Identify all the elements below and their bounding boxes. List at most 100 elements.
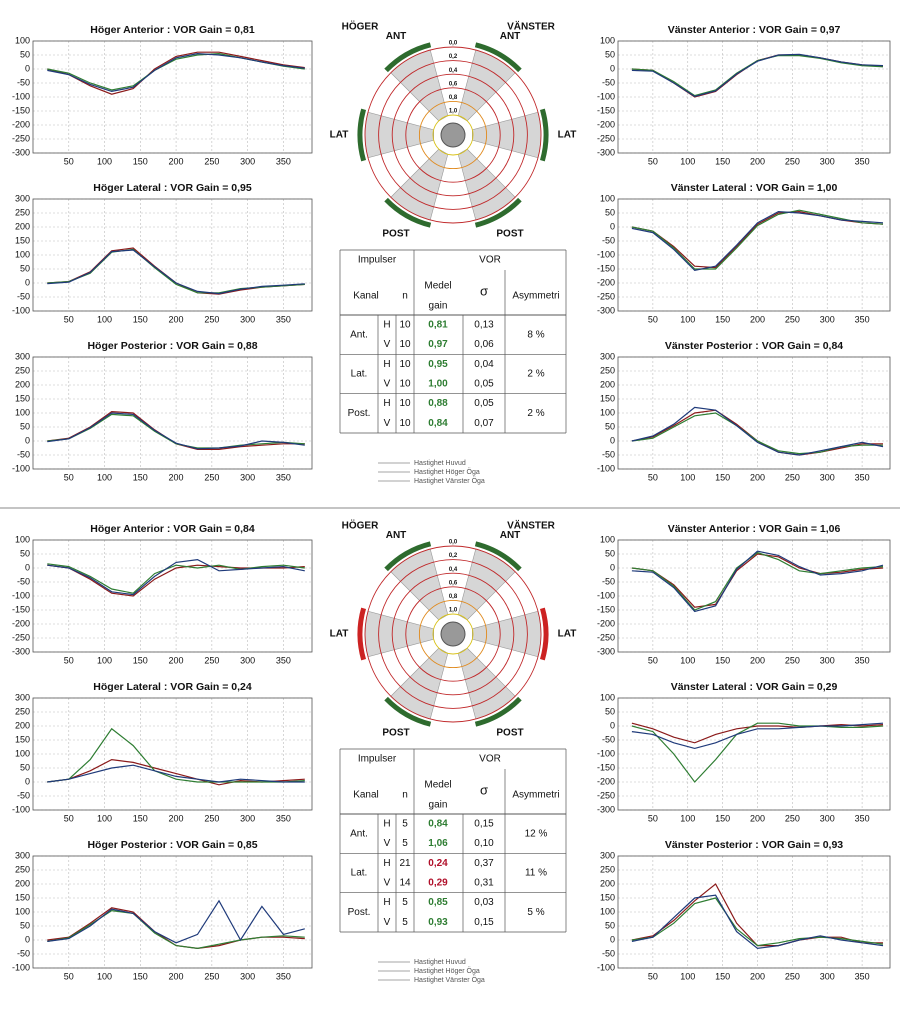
y-tick-label: -100 (597, 463, 615, 473)
gain: 0,84 (428, 418, 448, 429)
trace (47, 764, 305, 783)
direction-label: LAT (330, 629, 349, 640)
header: Kanal (353, 790, 379, 801)
trace (631, 406, 884, 456)
x-tick-label: 50 (64, 655, 74, 665)
x-tick-label: 100 (97, 813, 112, 823)
asymmetry: 2 % (527, 408, 544, 419)
y-tick-label: 250 (15, 365, 30, 375)
x-tick-label: 300 (820, 655, 835, 665)
legend-label: Hastighet Vänster Öga (414, 976, 485, 984)
n-count: 5 (402, 897, 408, 908)
kanal-label: Ant. (350, 329, 368, 340)
chart-title: Höger Lateral : VOR Gain = 0,24 (93, 681, 252, 693)
x-tick-label: 250 (785, 655, 800, 665)
x-tick-label: 150 (133, 813, 148, 823)
header: Impulser (358, 754, 397, 765)
x-tick-label: 300 (820, 156, 835, 166)
gain: 1,06 (428, 838, 448, 849)
x-tick-label: 350 (855, 314, 870, 324)
ring-label: 0,0 (449, 540, 458, 546)
y-tick-label: -100 (597, 962, 615, 972)
trace (47, 909, 305, 950)
side: H (383, 359, 390, 370)
n-count: 5 (402, 917, 408, 928)
asymmetry: 8 % (527, 329, 544, 340)
trace (47, 52, 305, 91)
direction-label: ANT (500, 31, 521, 42)
sector-arc (474, 541, 522, 572)
x-tick-label: 150 (715, 314, 730, 324)
trace (631, 722, 884, 783)
y-tick-label: -200 (597, 119, 615, 129)
gain: 1,00 (428, 378, 448, 389)
trace (47, 727, 305, 783)
trace (631, 722, 884, 744)
x-tick-label: 50 (64, 472, 74, 482)
header: Asymmetri (512, 291, 559, 302)
y-tick-label: 50 (20, 421, 30, 431)
plot-frame (32, 855, 313, 969)
plot-frame (617, 198, 891, 312)
x-tick-label: 250 (204, 971, 219, 981)
y-tick-label: 100 (600, 692, 615, 702)
x-tick-label: 100 (680, 971, 695, 981)
x-tick-label: 300 (820, 971, 835, 981)
x-tick-label: 250 (785, 156, 800, 166)
y-tick-label: 250 (600, 864, 615, 874)
ring-label: 0,6 (449, 580, 458, 586)
y-tick-label: -250 (597, 133, 615, 143)
y-tick-label: -100 (12, 804, 30, 814)
y-tick-label: -250 (597, 790, 615, 800)
y-tick-label: -300 (12, 147, 30, 157)
y-tick-label: -100 (597, 748, 615, 758)
y-tick-label: -50 (17, 790, 30, 800)
x-tick-label: 200 (169, 655, 184, 665)
chart-title: Höger Posterior : VOR Gain = 0,88 (87, 340, 257, 352)
legend-label: Hastighet Huvud (414, 959, 466, 966)
y-tick-label: -50 (602, 235, 615, 245)
sector-arc (474, 42, 522, 73)
y-tick-label: 50 (20, 263, 30, 273)
y-tick-label: -200 (597, 618, 615, 628)
y-tick-label: 250 (15, 207, 30, 217)
y-tick-label: 100 (15, 249, 30, 259)
y-tick-label: 200 (600, 379, 615, 389)
y-tick-label: -50 (17, 77, 30, 87)
x-tick-label: 350 (276, 472, 291, 482)
y-tick-label: 150 (15, 235, 30, 245)
header: Kanal (353, 291, 379, 302)
x-tick-label: 350 (276, 971, 291, 981)
asymmetry: 5 % (527, 907, 544, 918)
sigma: 0,04 (474, 359, 494, 370)
kanal-label: Post. (348, 907, 371, 918)
chart-title: Höger Posterior : VOR Gain = 0,85 (87, 839, 257, 851)
trace (47, 249, 305, 295)
header: σ (480, 283, 488, 298)
y-tick-label: -250 (12, 133, 30, 143)
y-tick-label: -300 (597, 804, 615, 814)
x-tick-label: 200 (750, 314, 765, 324)
x-tick-label: 150 (133, 156, 148, 166)
y-tick-label: 0 (610, 562, 615, 572)
y-tick-label: -50 (17, 948, 30, 958)
plot-frame (32, 697, 313, 811)
y-tick-label: 200 (600, 878, 615, 888)
trace (631, 409, 883, 456)
chart-title: Vänster Anterior : VOR Gain = 0,97 (668, 24, 841, 36)
x-tick-label: 200 (750, 971, 765, 981)
plot-frame (617, 697, 891, 811)
x-tick-label: 50 (648, 156, 658, 166)
x-tick-label: 200 (169, 314, 184, 324)
y-tick-label: -100 (597, 91, 615, 101)
x-tick-label: 300 (240, 655, 255, 665)
x-tick-label: 150 (715, 655, 730, 665)
header: Medel (424, 281, 451, 292)
header: σ (480, 782, 488, 797)
trace (631, 209, 884, 270)
direction-label: LAT (330, 130, 349, 141)
x-tick-label: 300 (820, 813, 835, 823)
y-tick-label: 300 (15, 850, 30, 860)
x-tick-label: 200 (750, 156, 765, 166)
ring-label: 0,2 (449, 553, 458, 559)
